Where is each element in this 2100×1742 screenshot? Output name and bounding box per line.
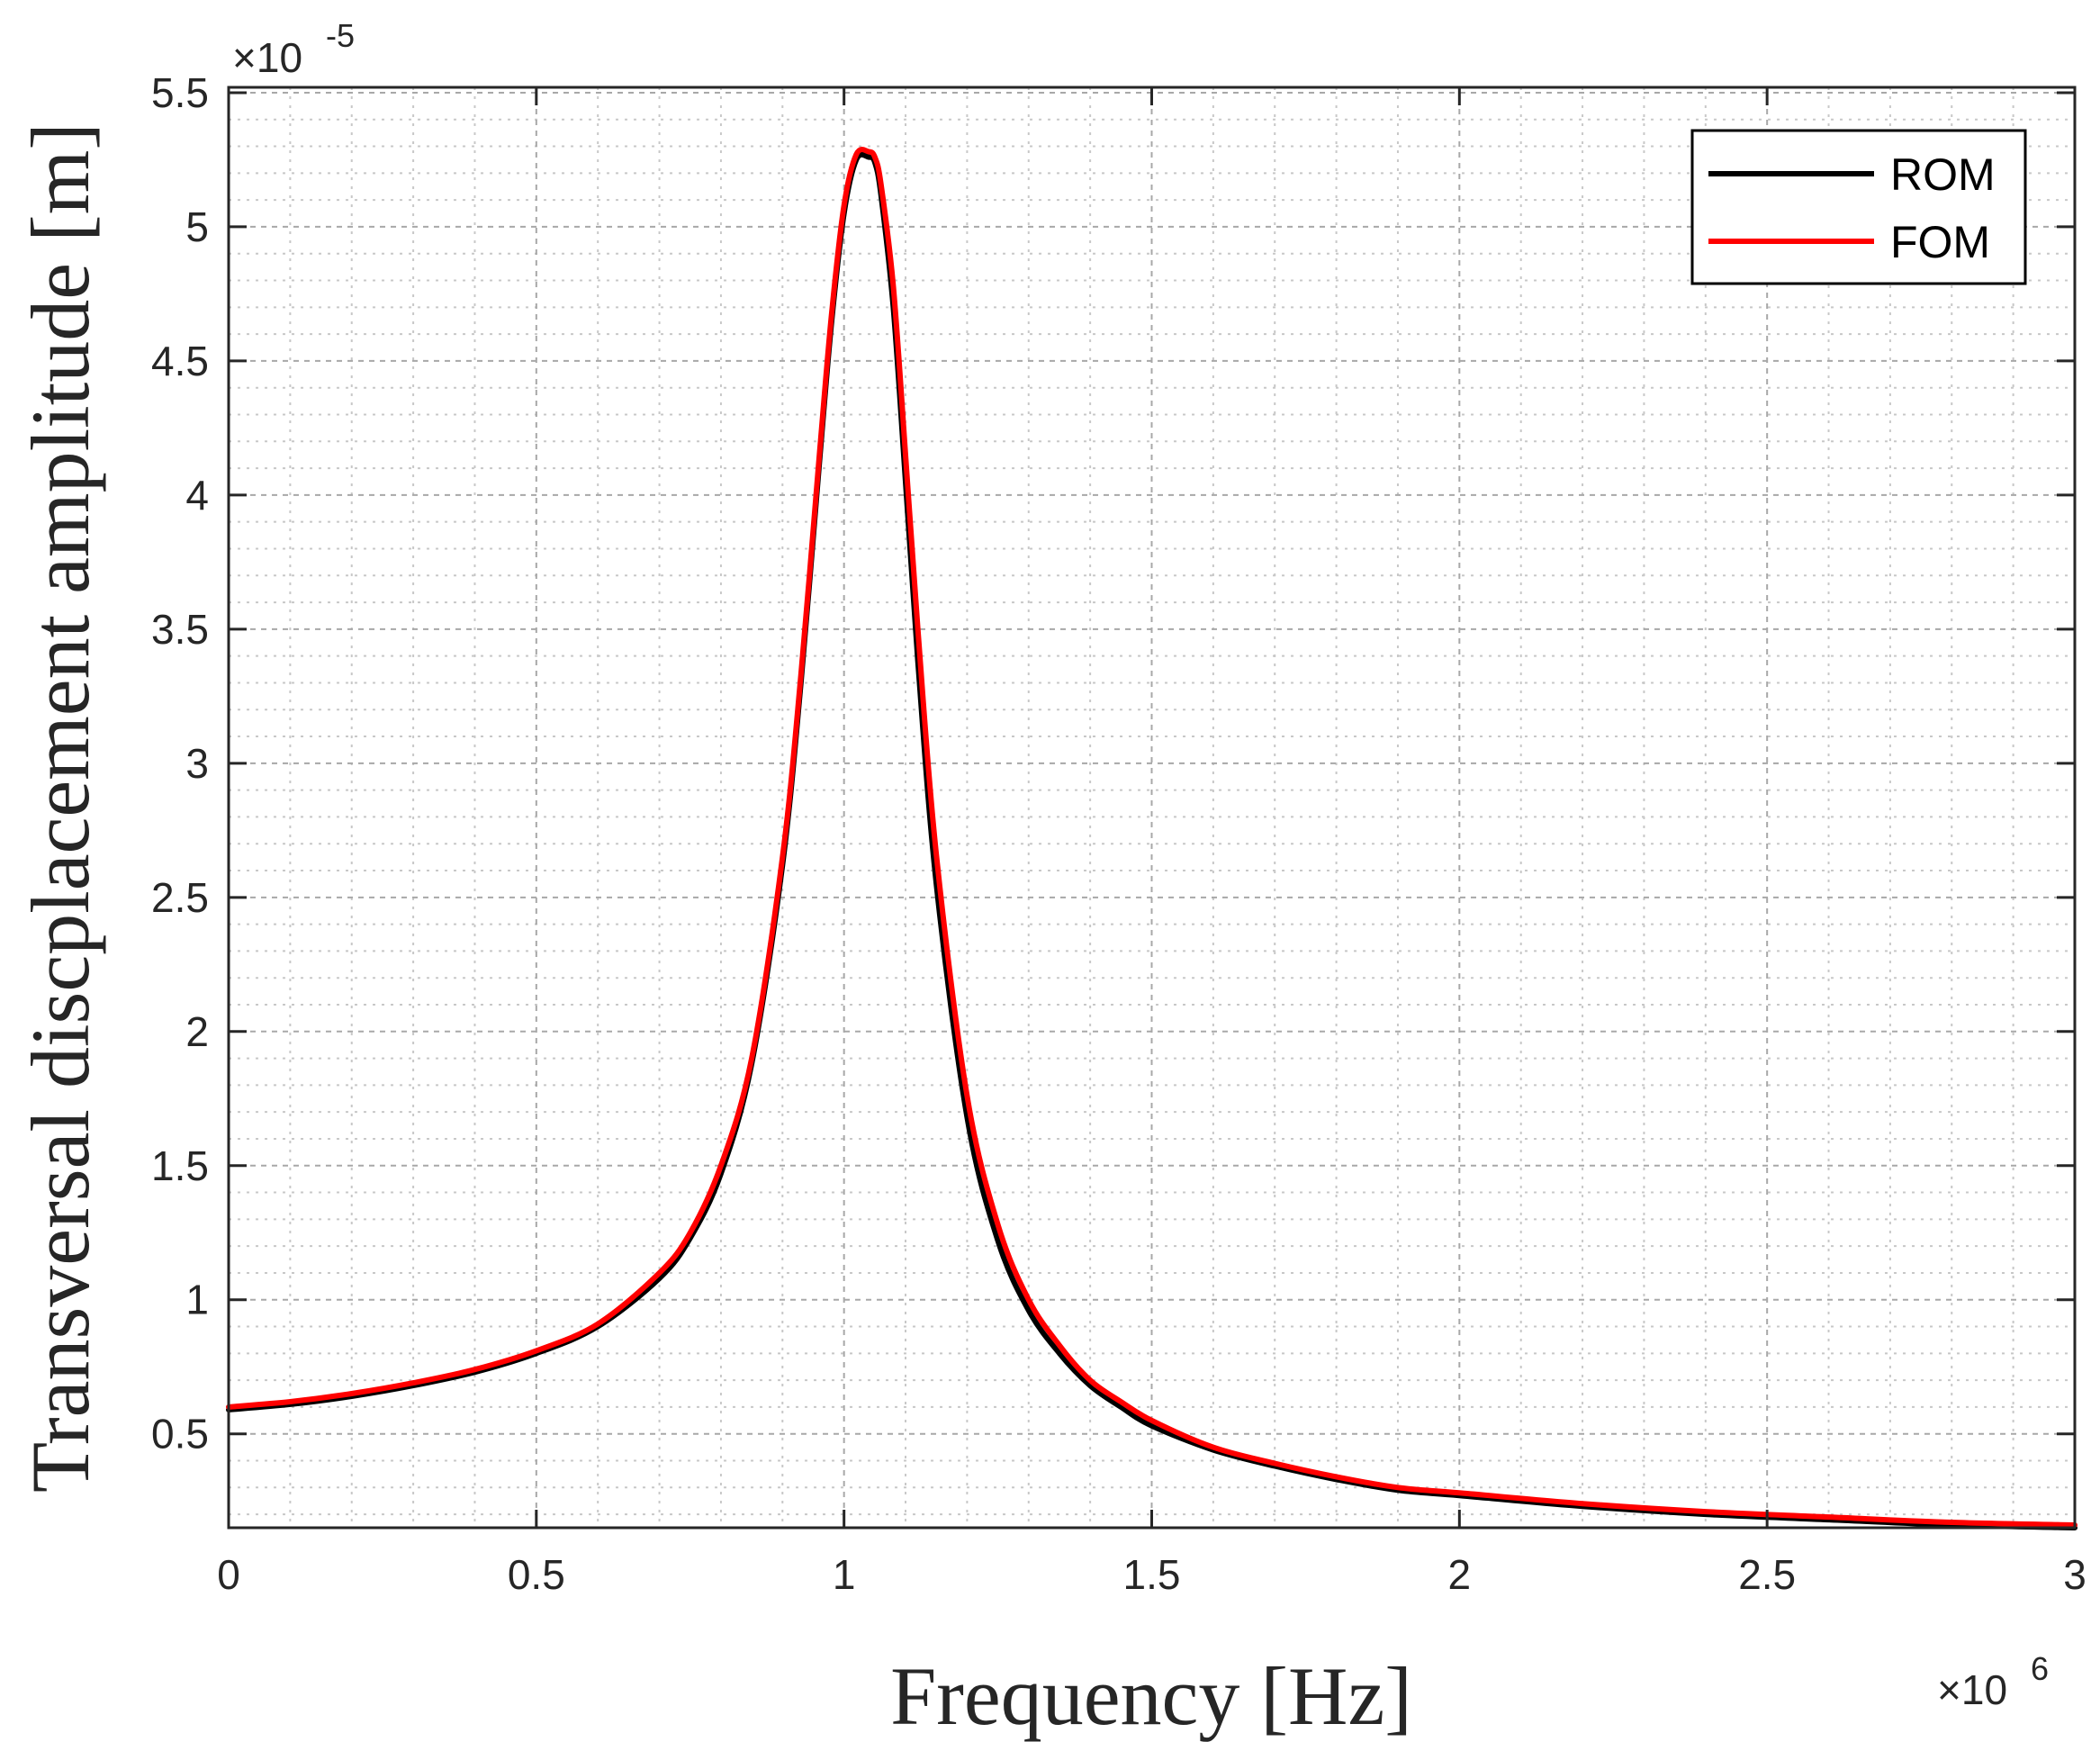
legend: ROM FOM (1690, 129, 2027, 285)
x-multiplier-base: ×10 (1937, 1666, 2007, 1713)
y-tick-label: 3 (185, 740, 209, 787)
x-tick-label: 2 (1448, 1551, 1472, 1598)
y-tick-labels: 0.5 1 1.5 2 2.5 3 3.5 4 4.5 5 5.5 (151, 69, 209, 1458)
legend-label-fom: FOM (1890, 217, 1990, 267)
legend-label-rom: ROM (1890, 149, 1996, 200)
series-line-fom (226, 147, 2077, 1528)
tick-marks (227, 87, 2077, 1528)
x-tick-label: 0 (217, 1551, 240, 1598)
x-multiplier-exponent: 6 (2031, 1650, 2049, 1687)
y-tick-label: 3.5 (151, 606, 209, 653)
y-tick-label: 5.5 (151, 69, 209, 116)
y-tick-label: 4 (185, 472, 209, 519)
y-multiplier: ×10 -5 (232, 17, 355, 81)
y-tick-label: 2 (185, 1008, 209, 1055)
y-multiplier-exponent: -5 (326, 17, 355, 54)
x-axis-title: Frequency [Hz] (890, 1650, 1412, 1742)
x-tick-label: 3 (2063, 1551, 2086, 1598)
series-layer (226, 147, 2077, 1530)
y-axis-title: Transversal discplacement amplitude [m] (14, 122, 106, 1493)
y-tick-label: 2.5 (151, 874, 209, 921)
x-tick-label: 2.5 (1738, 1551, 1796, 1598)
y-tick-label: 1 (185, 1277, 209, 1323)
y-multiplier-base: ×10 (232, 34, 302, 81)
x-tick-labels: 0 0.5 1 1.5 2 2.5 3 (217, 1551, 2086, 1598)
y-tick-label: 1.5 (151, 1142, 209, 1189)
x-tick-label: 0.5 (508, 1551, 565, 1598)
y-tick-label: 4.5 (151, 338, 209, 384)
x-tick-label: 1 (833, 1551, 856, 1598)
y-tick-label: 0.5 (151, 1411, 209, 1458)
x-tick-label: 1.5 (1123, 1551, 1181, 1598)
y-tick-label: 5 (185, 203, 209, 250)
x-multiplier: ×10 6 (1937, 1650, 2049, 1713)
legend-box (1690, 129, 2027, 285)
